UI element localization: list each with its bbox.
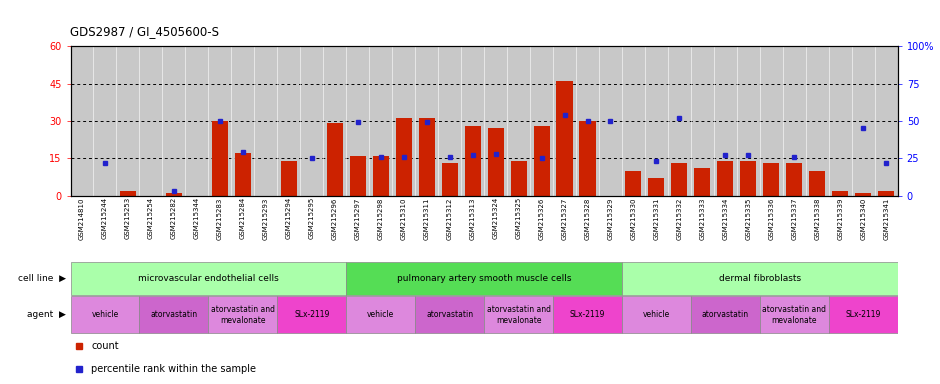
Text: count: count bbox=[91, 341, 118, 351]
Bar bbox=[235, 153, 251, 196]
Bar bbox=[691, 296, 760, 333]
Bar bbox=[649, 178, 665, 196]
Bar bbox=[671, 164, 687, 196]
Bar bbox=[418, 118, 434, 196]
Bar bbox=[165, 194, 182, 196]
Bar bbox=[70, 262, 346, 295]
Bar bbox=[139, 296, 209, 333]
Text: cell line  ▶: cell line ▶ bbox=[18, 274, 66, 283]
Bar bbox=[763, 164, 779, 196]
Bar bbox=[622, 262, 898, 295]
Text: pulmonary artery smooth muscle cells: pulmonary artery smooth muscle cells bbox=[397, 274, 572, 283]
Bar bbox=[553, 296, 622, 333]
Bar bbox=[717, 161, 733, 196]
Bar bbox=[625, 171, 641, 196]
Bar bbox=[327, 124, 343, 196]
Text: atorvastatin and
mevalonate: atorvastatin and mevalonate bbox=[487, 305, 551, 324]
Bar bbox=[415, 296, 484, 333]
Bar bbox=[212, 121, 227, 196]
Bar bbox=[809, 171, 825, 196]
Text: SLx-2119: SLx-2119 bbox=[570, 310, 605, 319]
Text: atorvastatin: atorvastatin bbox=[150, 310, 197, 319]
Bar bbox=[488, 128, 504, 196]
Bar bbox=[277, 296, 346, 333]
Bar bbox=[396, 118, 412, 196]
Bar bbox=[695, 169, 711, 196]
Text: percentile rank within the sample: percentile rank within the sample bbox=[91, 364, 257, 374]
Text: atorvastatin and
mevalonate: atorvastatin and mevalonate bbox=[211, 305, 274, 324]
Bar bbox=[556, 81, 572, 196]
Bar bbox=[760, 296, 829, 333]
Bar bbox=[786, 164, 803, 196]
Bar bbox=[464, 126, 480, 196]
Bar bbox=[832, 191, 848, 196]
Bar bbox=[209, 296, 277, 333]
Bar bbox=[484, 296, 553, 333]
Bar bbox=[510, 161, 526, 196]
Bar bbox=[534, 126, 550, 196]
Bar bbox=[120, 191, 136, 196]
Bar bbox=[855, 194, 871, 196]
Bar bbox=[372, 156, 389, 196]
Bar bbox=[622, 296, 691, 333]
Text: microvascular endothelial cells: microvascular endothelial cells bbox=[138, 274, 279, 283]
Bar bbox=[442, 164, 458, 196]
Text: agent  ▶: agent ▶ bbox=[27, 310, 66, 319]
Text: atorvastatin: atorvastatin bbox=[702, 310, 749, 319]
Bar bbox=[346, 262, 622, 295]
Bar bbox=[741, 161, 757, 196]
Bar bbox=[829, 296, 898, 333]
Bar bbox=[579, 121, 596, 196]
Text: SLx-2119: SLx-2119 bbox=[294, 310, 329, 319]
Text: GDS2987 / GI_4505600-S: GDS2987 / GI_4505600-S bbox=[70, 25, 220, 38]
Bar bbox=[346, 296, 415, 333]
Text: vehicle: vehicle bbox=[91, 310, 118, 319]
Text: dermal fibroblasts: dermal fibroblasts bbox=[719, 274, 801, 283]
Bar bbox=[350, 156, 366, 196]
Text: atorvastatin and
mevalonate: atorvastatin and mevalonate bbox=[762, 305, 826, 324]
Text: atorvastatin: atorvastatin bbox=[426, 310, 473, 319]
Bar bbox=[70, 296, 139, 333]
Bar bbox=[878, 191, 894, 196]
Text: SLx-2119: SLx-2119 bbox=[846, 310, 881, 319]
Text: vehicle: vehicle bbox=[368, 310, 394, 319]
Text: vehicle: vehicle bbox=[643, 310, 670, 319]
Bar bbox=[281, 161, 297, 196]
